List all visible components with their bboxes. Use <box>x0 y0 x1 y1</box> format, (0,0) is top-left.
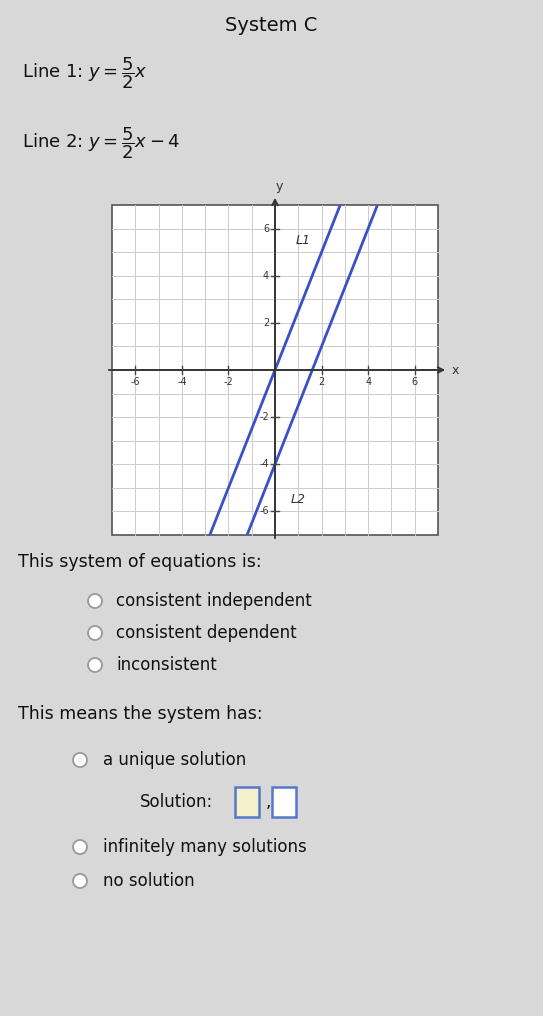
Text: inconsistent: inconsistent <box>116 656 217 674</box>
Text: consistent dependent: consistent dependent <box>116 624 296 642</box>
Text: System C: System C <box>225 16 318 35</box>
Circle shape <box>88 626 102 640</box>
Text: y: y <box>275 180 283 193</box>
Bar <box>272 787 296 817</box>
Text: 2: 2 <box>263 318 269 328</box>
Text: -4: -4 <box>177 377 187 387</box>
Circle shape <box>73 753 87 767</box>
Text: -2: -2 <box>259 412 269 422</box>
Text: This system of equations is:: This system of equations is: <box>18 553 262 571</box>
Circle shape <box>73 874 87 888</box>
Text: L1: L1 <box>295 234 310 247</box>
Text: 4: 4 <box>365 377 371 387</box>
Text: 6: 6 <box>412 377 418 387</box>
Text: -6: -6 <box>260 506 269 516</box>
Bar <box>235 787 259 817</box>
Text: -6: -6 <box>130 377 140 387</box>
Circle shape <box>88 658 102 672</box>
Text: no solution: no solution <box>103 872 194 890</box>
Text: 2: 2 <box>318 377 325 387</box>
Text: consistent independent: consistent independent <box>116 592 312 610</box>
Text: a unique solution: a unique solution <box>103 751 246 769</box>
Text: Line 2: $y=\dfrac{5}{2}x-4$: Line 2: $y=\dfrac{5}{2}x-4$ <box>22 125 180 161</box>
Text: ,: , <box>266 793 271 811</box>
Text: L2: L2 <box>291 493 306 506</box>
Bar <box>112 205 438 535</box>
Text: Line 1: $y=\dfrac{5}{2}x$: Line 1: $y=\dfrac{5}{2}x$ <box>22 55 148 90</box>
Text: -4: -4 <box>260 459 269 469</box>
Text: Solution:: Solution: <box>140 793 213 811</box>
Text: infinitely many solutions: infinitely many solutions <box>103 838 307 856</box>
Circle shape <box>88 594 102 608</box>
Text: -2: -2 <box>224 377 233 387</box>
Text: x: x <box>452 364 459 377</box>
Text: 4: 4 <box>263 270 269 280</box>
Text: This means the system has:: This means the system has: <box>18 705 263 723</box>
Circle shape <box>73 840 87 854</box>
Text: 6: 6 <box>263 224 269 234</box>
